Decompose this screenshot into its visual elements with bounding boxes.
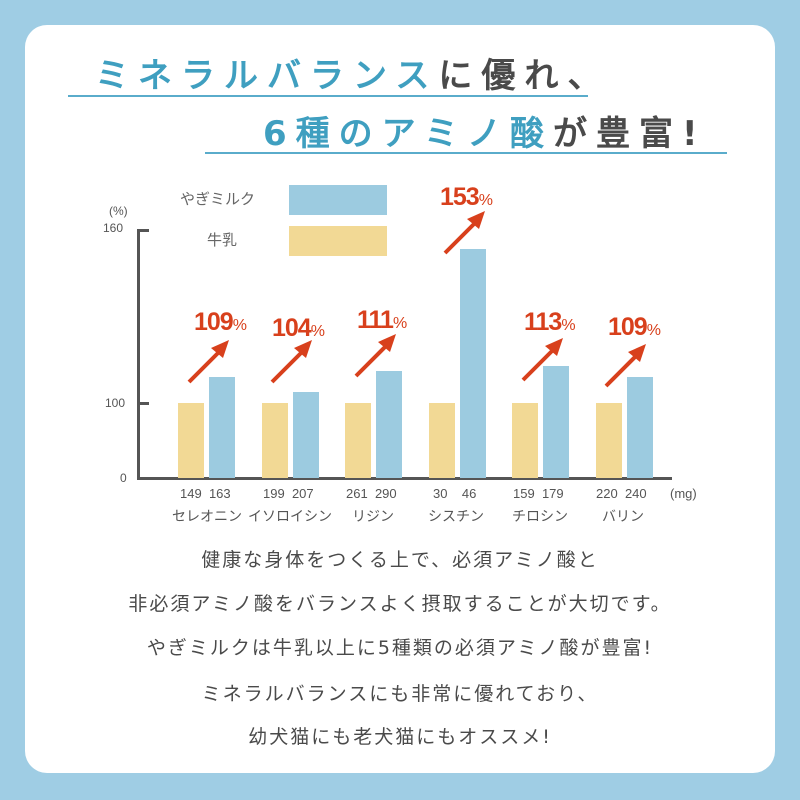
percent-label-isoleucine: 104% — [272, 314, 325, 342]
mg-values-lysine: 261 290 — [346, 486, 397, 501]
percent-label-cystine: 153% — [440, 183, 493, 211]
headline-2-underline — [205, 152, 727, 154]
bar-cow-serionine — [178, 403, 204, 478]
category-tyrosine: チロシン — [512, 509, 568, 525]
bar-cow-isoleucine — [262, 403, 288, 478]
headline-line-2: 6種のアミノ酸が豊富! — [263, 106, 707, 155]
body-line-5: 幼犬猫にも老犬猫にもオススメ! — [248, 726, 552, 748]
category-isoleucine: イソロイシン — [248, 509, 332, 525]
arrow-up-icon — [270, 340, 312, 384]
y-tick-160: 160 — [103, 221, 124, 235]
arrow-up-icon — [604, 344, 646, 388]
mg-values-isoleucine: 199 207 — [263, 486, 314, 501]
legend-label-goat: やぎミルク — [180, 190, 256, 208]
legend-swatch-goat — [289, 185, 387, 215]
arrow-up-icon — [443, 211, 485, 255]
category-serionine: セレオニン — [172, 509, 242, 525]
headline-2-emphasis: 6種のアミノ酸 — [263, 114, 553, 154]
mg-values-cystine: 30 46 — [433, 486, 477, 501]
y-tick-0: 0 — [120, 471, 127, 485]
arrow-up-icon — [187, 340, 229, 384]
bar-cow-cystine — [429, 403, 455, 478]
percent-label-lysine: 111% — [357, 306, 407, 334]
body-line-1: 健康な身体をつくる上で、必須アミノ酸と — [201, 549, 599, 571]
category-lysine: リジン — [352, 509, 394, 525]
body-line-3: やぎミルクは牛乳以上に5種類の必須アミノ酸が豊富! — [146, 637, 654, 659]
x-axis-unit: (mg) — [670, 486, 697, 501]
bar-goat-lysine — [376, 371, 402, 478]
category-valine: バリン — [602, 509, 644, 525]
bar-goat-valine — [627, 377, 653, 478]
bar-cow-lysine — [345, 403, 371, 478]
body-line-2: 非必須アミノ酸をバランスよく摂取することが大切です。 — [128, 593, 672, 615]
headline-line-1: ミネラルバランスに優れ、 — [95, 48, 611, 97]
percent-label-tyrosine: 113% — [524, 308, 576, 336]
mg-values-tyrosine: 159 179 — [513, 486, 564, 501]
headline-2-rest: が豊富! — [552, 114, 707, 154]
x-axis — [137, 477, 672, 480]
bar-goat-serionine — [209, 377, 235, 478]
bar-cow-tyrosine — [512, 403, 538, 478]
arrow-up-icon — [521, 338, 563, 382]
y-tick-mark-100 — [137, 402, 149, 405]
category-cystine: シスチン — [428, 509, 484, 525]
headline-1-rest: に優れ、 — [438, 56, 611, 96]
y-axis-unit: (%) — [109, 204, 128, 218]
y-tick-mark-160 — [137, 229, 149, 232]
bar-goat-isoleucine — [293, 392, 319, 478]
legend-label-cow: 牛乳 — [207, 231, 238, 249]
percent-label-valine: 109% — [608, 313, 661, 341]
arrow-up-icon — [354, 334, 396, 378]
body-line-4: ミネラルバランスにも非常に優れており、 — [201, 683, 599, 705]
headline-1-emphasis: ミネラルバランス — [95, 56, 439, 96]
mg-values-serionine: 149 163 — [180, 486, 231, 501]
bar-cow-valine — [596, 403, 622, 478]
bar-goat-tyrosine — [543, 366, 569, 478]
y-axis — [137, 230, 140, 480]
percent-label-serionine: 109% — [194, 308, 247, 336]
bar-goat-cystine — [460, 249, 486, 478]
y-tick-100: 100 — [105, 396, 126, 410]
headline-1-underline — [68, 95, 588, 97]
mg-values-valine: 220 240 — [596, 486, 647, 501]
legend-swatch-cow — [289, 226, 387, 256]
